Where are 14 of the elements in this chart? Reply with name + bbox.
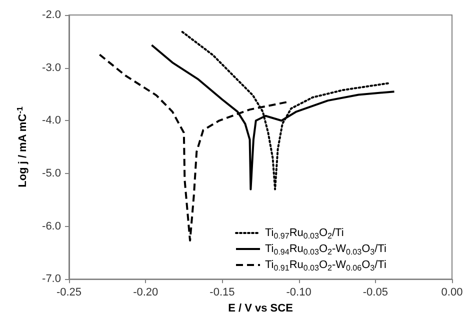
y-tick-label: -6.0 bbox=[42, 220, 61, 232]
x-tick-label: -0.10 bbox=[286, 286, 312, 299]
y-axis-title: Log j / mA mC-1 bbox=[16, 106, 29, 188]
y-tick-label: -7.0 bbox=[42, 273, 61, 286]
y-tick-label: -2.0 bbox=[42, 9, 61, 21]
x-tick-label: 0.00 bbox=[441, 286, 463, 299]
x-tick-label: -0.20 bbox=[133, 286, 158, 299]
x-tick-label: -0.25 bbox=[56, 286, 82, 299]
x-axis-title: E / V vs SCE bbox=[228, 302, 293, 314]
x-tick-label: -0.05 bbox=[362, 286, 388, 299]
y-tick-label: -4.0 bbox=[42, 114, 61, 127]
y-tick-label: -3.0 bbox=[42, 62, 61, 74]
x-tick-label: -0.15 bbox=[210, 286, 235, 299]
y-tick-label: -5.0 bbox=[42, 167, 61, 180]
